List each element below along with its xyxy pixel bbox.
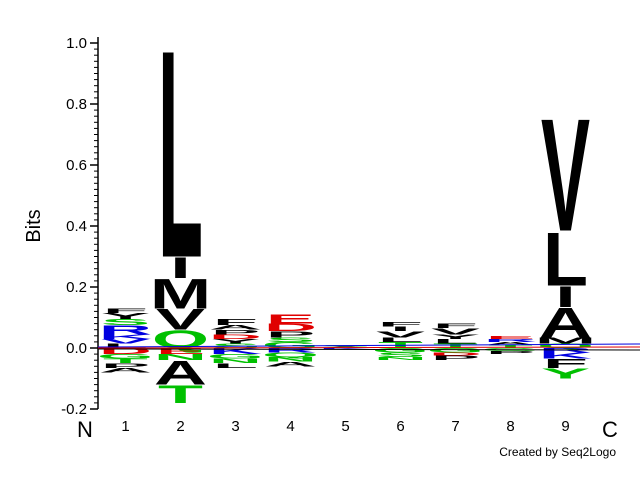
x-tick-label: 2 (176, 418, 184, 435)
logo-letter-K: K (319, 348, 373, 350)
logo-letter-G: G (207, 353, 264, 360)
logo-letter-R: R (264, 347, 317, 354)
logo-letter-I: I (390, 326, 410, 333)
logo-letter-T: T (103, 358, 148, 365)
logo-letter-S: S (266, 336, 315, 343)
y-tick-label: 1.0 (66, 35, 87, 52)
logo-letter-K: K (209, 347, 262, 356)
axis-layer: 1.0 0.8 0.6 0.4 0.2 0.0 -0.2 1 2 3 4 5 6 7 8 9 (61, 35, 640, 435)
logo-letter-Y: Y (211, 338, 260, 345)
x-tick-label: 9 (561, 418, 569, 435)
logo-letter-T: T (433, 342, 478, 349)
y-tick-label: 0.6 (66, 157, 87, 174)
logo-letter-Y: Y (541, 365, 590, 381)
logo-letter-G: G (262, 341, 319, 350)
logo-letter-A: A (209, 324, 262, 331)
zero-baseline (97, 346, 640, 349)
logo-letter-A: A (539, 299, 592, 346)
logo-letter-V: V (431, 327, 480, 336)
zero-baseline (97, 348, 640, 351)
x-tick-label: 8 (506, 418, 514, 435)
x-tick-label: 4 (286, 418, 294, 435)
logo-letter-L: L (543, 216, 588, 301)
logo-letter-I: I (170, 251, 190, 284)
logo-letter-V: V (376, 330, 425, 339)
logo-letter-L: L (158, 0, 203, 320)
n-terminal-label: N (77, 417, 93, 442)
logo-letter-N: N (374, 356, 427, 361)
y-tick-label: 0.8 (66, 96, 87, 113)
y-tick-label: 0.4 (66, 218, 87, 235)
logo-letter-N: N (264, 356, 317, 363)
logo-letter-Y: Y (431, 333, 480, 340)
logo-letter-K: K (539, 351, 592, 360)
logo-letter-F: F (433, 323, 478, 330)
logo-letter-M: M (535, 336, 596, 345)
logo-letter-S: S (101, 318, 150, 327)
zero-baseline (97, 343, 640, 348)
logo-letter-G: G (372, 347, 429, 354)
logo-letter-N: N (154, 353, 207, 362)
logo-letter-D: D (264, 322, 317, 334)
logo-letter-P: P (266, 330, 315, 339)
logo-letter-T: T (488, 344, 533, 349)
y-tick-label: 0.2 (66, 279, 87, 296)
logo-letter-P: P (486, 350, 535, 355)
logo-letter-L: L (433, 338, 478, 345)
logo-letter-T: T (158, 380, 203, 409)
logo-letter-S: S (376, 352, 425, 359)
x-tick-label: 3 (231, 418, 239, 435)
logo-letter-R: R (539, 347, 592, 354)
logo-letter-P: P (101, 362, 150, 369)
logo-letter-A: A (154, 354, 207, 392)
logo-letter-G: G (427, 347, 484, 354)
logo-letter-I: I (555, 280, 575, 313)
x-tick-label: 6 (396, 418, 404, 435)
logo-letter-R: R (484, 338, 537, 343)
logo-letter-V: V (156, 303, 206, 336)
credit-text: Created by Seq2Logo (499, 445, 616, 459)
logo-letter-E: E (486, 335, 535, 340)
logo-letter-F: F (543, 357, 588, 371)
logo-letter-Q: Q (262, 352, 319, 359)
logo-letter-A: A (99, 367, 152, 374)
logo-letter-P: P (431, 355, 480, 362)
x-tick-label: 7 (451, 418, 459, 435)
logo-letter-Y: Y (101, 312, 150, 321)
y-tick-label: 0.0 (66, 340, 87, 357)
y-axis-label: Bits (23, 209, 45, 242)
logo-letter-V: V (541, 85, 590, 265)
logo-letter-D: D (429, 352, 482, 357)
y-tick-label: -0.2 (61, 401, 87, 418)
logo-letter-R: R (99, 323, 152, 337)
logo-letter-N: N (209, 358, 262, 365)
logo-letter-L: L (213, 362, 258, 369)
logo-letter-A: A (484, 341, 537, 346)
c-terminal-label: C (602, 417, 618, 442)
logo-letter-F: F (378, 321, 423, 328)
logo-letter-L: L (378, 336, 423, 343)
logo-letter-M: M (150, 270, 211, 317)
logo-letter-D: D (99, 347, 152, 356)
logo-letter-E: E (156, 347, 205, 356)
logo-letter-K: K (99, 333, 153, 340)
logo-letter-V: V (101, 338, 150, 345)
logo-letter-A: A (264, 361, 317, 368)
x-tick-label: 1 (121, 418, 129, 435)
logo-letter-L: L (103, 342, 148, 349)
logo-letter-Q: Q (537, 342, 594, 349)
logo-letter-E: E (266, 312, 315, 326)
logo-letter-P: P (211, 329, 260, 336)
x-tick-label: 5 (341, 418, 349, 435)
logo-letter-F: F (213, 318, 258, 327)
logo-letter-G: G (97, 353, 154, 360)
logo-letter-F: F (103, 307, 148, 314)
logo-letter-D: D (209, 333, 262, 340)
glyph-layer: LVKRSYFDGTPAQVMILENATSYDPAFKGNLGSPDERQNA… (97, 0, 596, 408)
